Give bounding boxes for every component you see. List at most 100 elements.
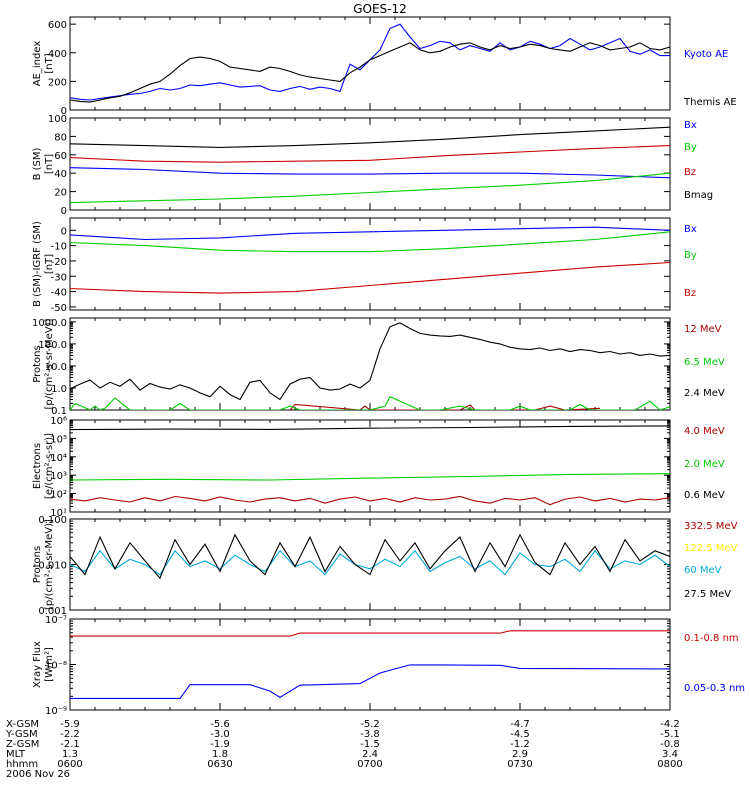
series-line-27-5-mev [70, 533, 670, 580]
y-axis-label: AE_index [32, 41, 43, 87]
y-tick-label: 200 [48, 77, 67, 88]
series-line-bx [70, 226, 670, 241]
legend-entry: By [684, 250, 697, 261]
footer-value: 2.9 [512, 749, 528, 760]
y-tick-label: 10⁵ [50, 434, 67, 445]
footer-value: -4.5 [510, 729, 530, 740]
y-tick-label: 0.100 [38, 515, 67, 526]
legend-entry: Bx [684, 224, 697, 235]
footer-row-label: MLT [6, 749, 26, 760]
y-tick-label: 1.0 [51, 384, 67, 395]
series-line-4-0-mev [70, 495, 670, 506]
y-tick-label: 0.1 [51, 406, 67, 417]
panel-2: 0 20 40 60 80 100 B (SM) [nT] Bx By Bz Bmag [32, 114, 713, 217]
series-line-bz [70, 261, 670, 294]
y-tick-label: 10² [50, 490, 67, 501]
series-line-60-mev [70, 549, 670, 576]
panel-7: 10⁻⁹ 10⁻⁸ 10⁻⁷ Xray Flux [W/m²] 0.1-0.8 nm 0.0… [32, 615, 745, 717]
y-axis-label: B (SM)-IGRF (SM) [32, 221, 43, 307]
y-tick-label: 10⁻⁸ [45, 661, 67, 672]
y-tick-label: 10⁴ [50, 453, 67, 464]
legend-entry: By [684, 142, 697, 153]
y-tick-label: 80 [54, 132, 67, 143]
series-line-0-1-0-8-nm [70, 630, 670, 637]
footer-row-label: Y-GSM [5, 729, 38, 740]
y-tick-label: -40 [51, 288, 67, 299]
y-tick-label: 0 [61, 206, 67, 217]
y-tick-label: 600 [48, 20, 67, 31]
footer-row-label: Z-GSM [6, 739, 39, 750]
y-tick-label: 10⁻⁹ [45, 706, 67, 717]
footer-value: -3.0 [210, 729, 230, 740]
footer-value: 3.4 [662, 749, 678, 760]
footer-value: -1.2 [510, 739, 530, 750]
y-axis-label: [e/(cm²-s-sr)] [44, 433, 55, 499]
y-tick-label: 100.0 [38, 340, 67, 351]
footer-value: 1.8 [212, 749, 228, 760]
y-axis-label: Protons [32, 345, 43, 382]
footer-value: -4.2 [660, 719, 680, 730]
y-tick-label: 0 [61, 226, 67, 237]
panel-6: 0.001 0.010 0.100 Protons [p/(cm²-s-sr-MeV)]… [32, 515, 738, 617]
y-axis-label: Protons [32, 546, 43, 583]
series-line-0-6-mev [70, 425, 670, 431]
series-line-bmag [70, 126, 670, 148]
y-tick-label: 400 [48, 49, 67, 60]
y-tick-label: -10 [51, 242, 67, 253]
y-tick-label: 60 [54, 151, 67, 162]
footer-row-label: X-GSM [6, 719, 39, 730]
panel-frame [69, 419, 671, 513]
footer-value: -5.9 [60, 719, 80, 730]
y-tick-label: 0.001 [38, 606, 67, 617]
legend-entry: 122.5 MeV [684, 543, 738, 554]
footer-value: -2.2 [60, 729, 80, 740]
y-tick-label: 10¹ [50, 508, 67, 519]
legend-entry: 0.1-0.8 nm [684, 633, 739, 644]
panel-1: 0 200 400 600 AE_index [nT] Kyoto AE Themis AE [32, 16, 737, 117]
y-tick-label: 0 [61, 106, 67, 117]
y-tick-label: 100 [48, 114, 67, 125]
footer-value: 0700 [357, 759, 382, 770]
footer-value: -2.1 [60, 739, 80, 750]
legend-entry: 2.0 MeV [684, 459, 725, 470]
footer-value: 0800 [657, 759, 682, 770]
footer-value: -1.9 [210, 739, 230, 750]
series-line-6-5-mev [70, 395, 670, 410]
legend-entry: Bmag [684, 190, 713, 201]
panel-frame [69, 317, 671, 411]
legend-entry: 0.05-0.3 nm [684, 683, 745, 694]
footer-value: -0.8 [660, 739, 680, 750]
series-line-2-4-mev [70, 322, 670, 401]
y-axis-label: Xray Flux [32, 641, 43, 688]
y-tick-label: 10³ [50, 471, 67, 482]
y-axis-label: [nT] [44, 154, 55, 174]
panel-4: 0.1 1.0 10.0 100.0 1000.0 Protons [p/(cm²-s-sr… [32, 317, 725, 417]
footer-value: -5.2 [360, 719, 380, 730]
legend-entry: 0.6 MeV [684, 490, 725, 501]
y-axis-label: [nT] [44, 254, 55, 274]
series-line-by [70, 231, 670, 253]
panel-3: -50 -40 -30 -20 -10 0 B (SM)-IGRF (SM) [nT] Bx By… [32, 217, 697, 314]
y-tick-label: 20 [54, 188, 67, 199]
y-tick-label: 1000.0 [32, 318, 67, 329]
footer-value: -4.7 [510, 719, 530, 730]
legend-entry: 2.4 MeV [684, 388, 725, 399]
legend-entry: Themis AE [683, 97, 737, 108]
legend-entry: 27.5 MeV [684, 589, 731, 600]
legend-entry: Kyoto AE [684, 49, 728, 60]
y-tick-label: -30 [51, 272, 67, 283]
legend-entry: Bz [684, 167, 696, 178]
footer-value: 1.3 [62, 749, 78, 760]
footer-value: -3.8 [360, 729, 380, 740]
y-tick-label: 0.010 [38, 561, 67, 572]
y-axis-label: [nT] [44, 53, 55, 73]
footer-value: 0600 [57, 759, 82, 770]
series-line-by [70, 172, 670, 204]
y-tick-label: 10⁻⁷ [45, 615, 67, 626]
footer-value: -5.1 [660, 729, 680, 740]
footer-value: -5.6 [210, 719, 230, 730]
chart-title: GOES-12 [353, 2, 407, 16]
footer-row-label: hhmm [6, 759, 38, 770]
